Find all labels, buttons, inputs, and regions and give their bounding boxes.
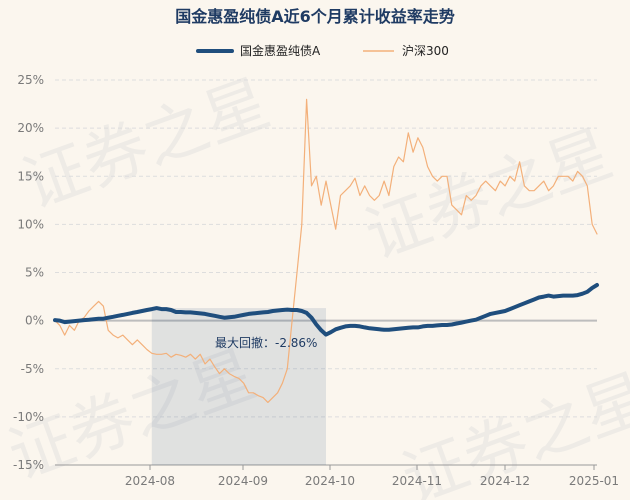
x-tick-label: 2024-09 [218,474,268,488]
y-axis: 25% 20% 15% 10% 5% 0% -5% -10% -15% [13,73,44,472]
x-tick-label: 2024-08 [125,474,175,488]
chart-title: 国金惠盈纯债A近6个月累计收益率走势 [175,7,455,26]
series-line-index [54,98,598,403]
y-tick-label: -15% [13,458,44,472]
y-tick-label: 10% [17,217,44,231]
y-tick-label: -5% [21,362,44,376]
x-tick-label: 2024-11 [392,474,442,488]
drawdown-annotation: 最大回撤：-2.86% [215,335,317,350]
series-line-fund [53,283,599,337]
y-tick-label: -10% [13,410,44,424]
legend-label-fund: 国金惠盈纯债A [240,43,321,58]
y-tick-label: 20% [17,121,44,135]
series-layer [53,98,599,403]
x-tick-label: 2024-10 [305,474,355,488]
svg-text:证券之星: 证券之星 [356,117,622,274]
y-tick-label: 15% [17,169,44,183]
drawdown-shade [151,308,326,465]
y-tick-label: 5% [25,266,44,280]
x-axis: 2024-08 2024-09 2024-10 2024-11 2024-12 2025-… [55,464,619,488]
legend: 国金惠盈纯债A 沪深300 [196,43,449,58]
y-tick-label: 0% [25,314,44,328]
x-tick-label: 2025-01 [569,474,619,488]
legend-label-index: 沪深300 [402,44,449,58]
y-tick-label: 25% [17,73,44,87]
x-tick-label: 2024-12 [480,474,530,488]
svg-text:证券之星: 证券之星 [13,66,279,223]
